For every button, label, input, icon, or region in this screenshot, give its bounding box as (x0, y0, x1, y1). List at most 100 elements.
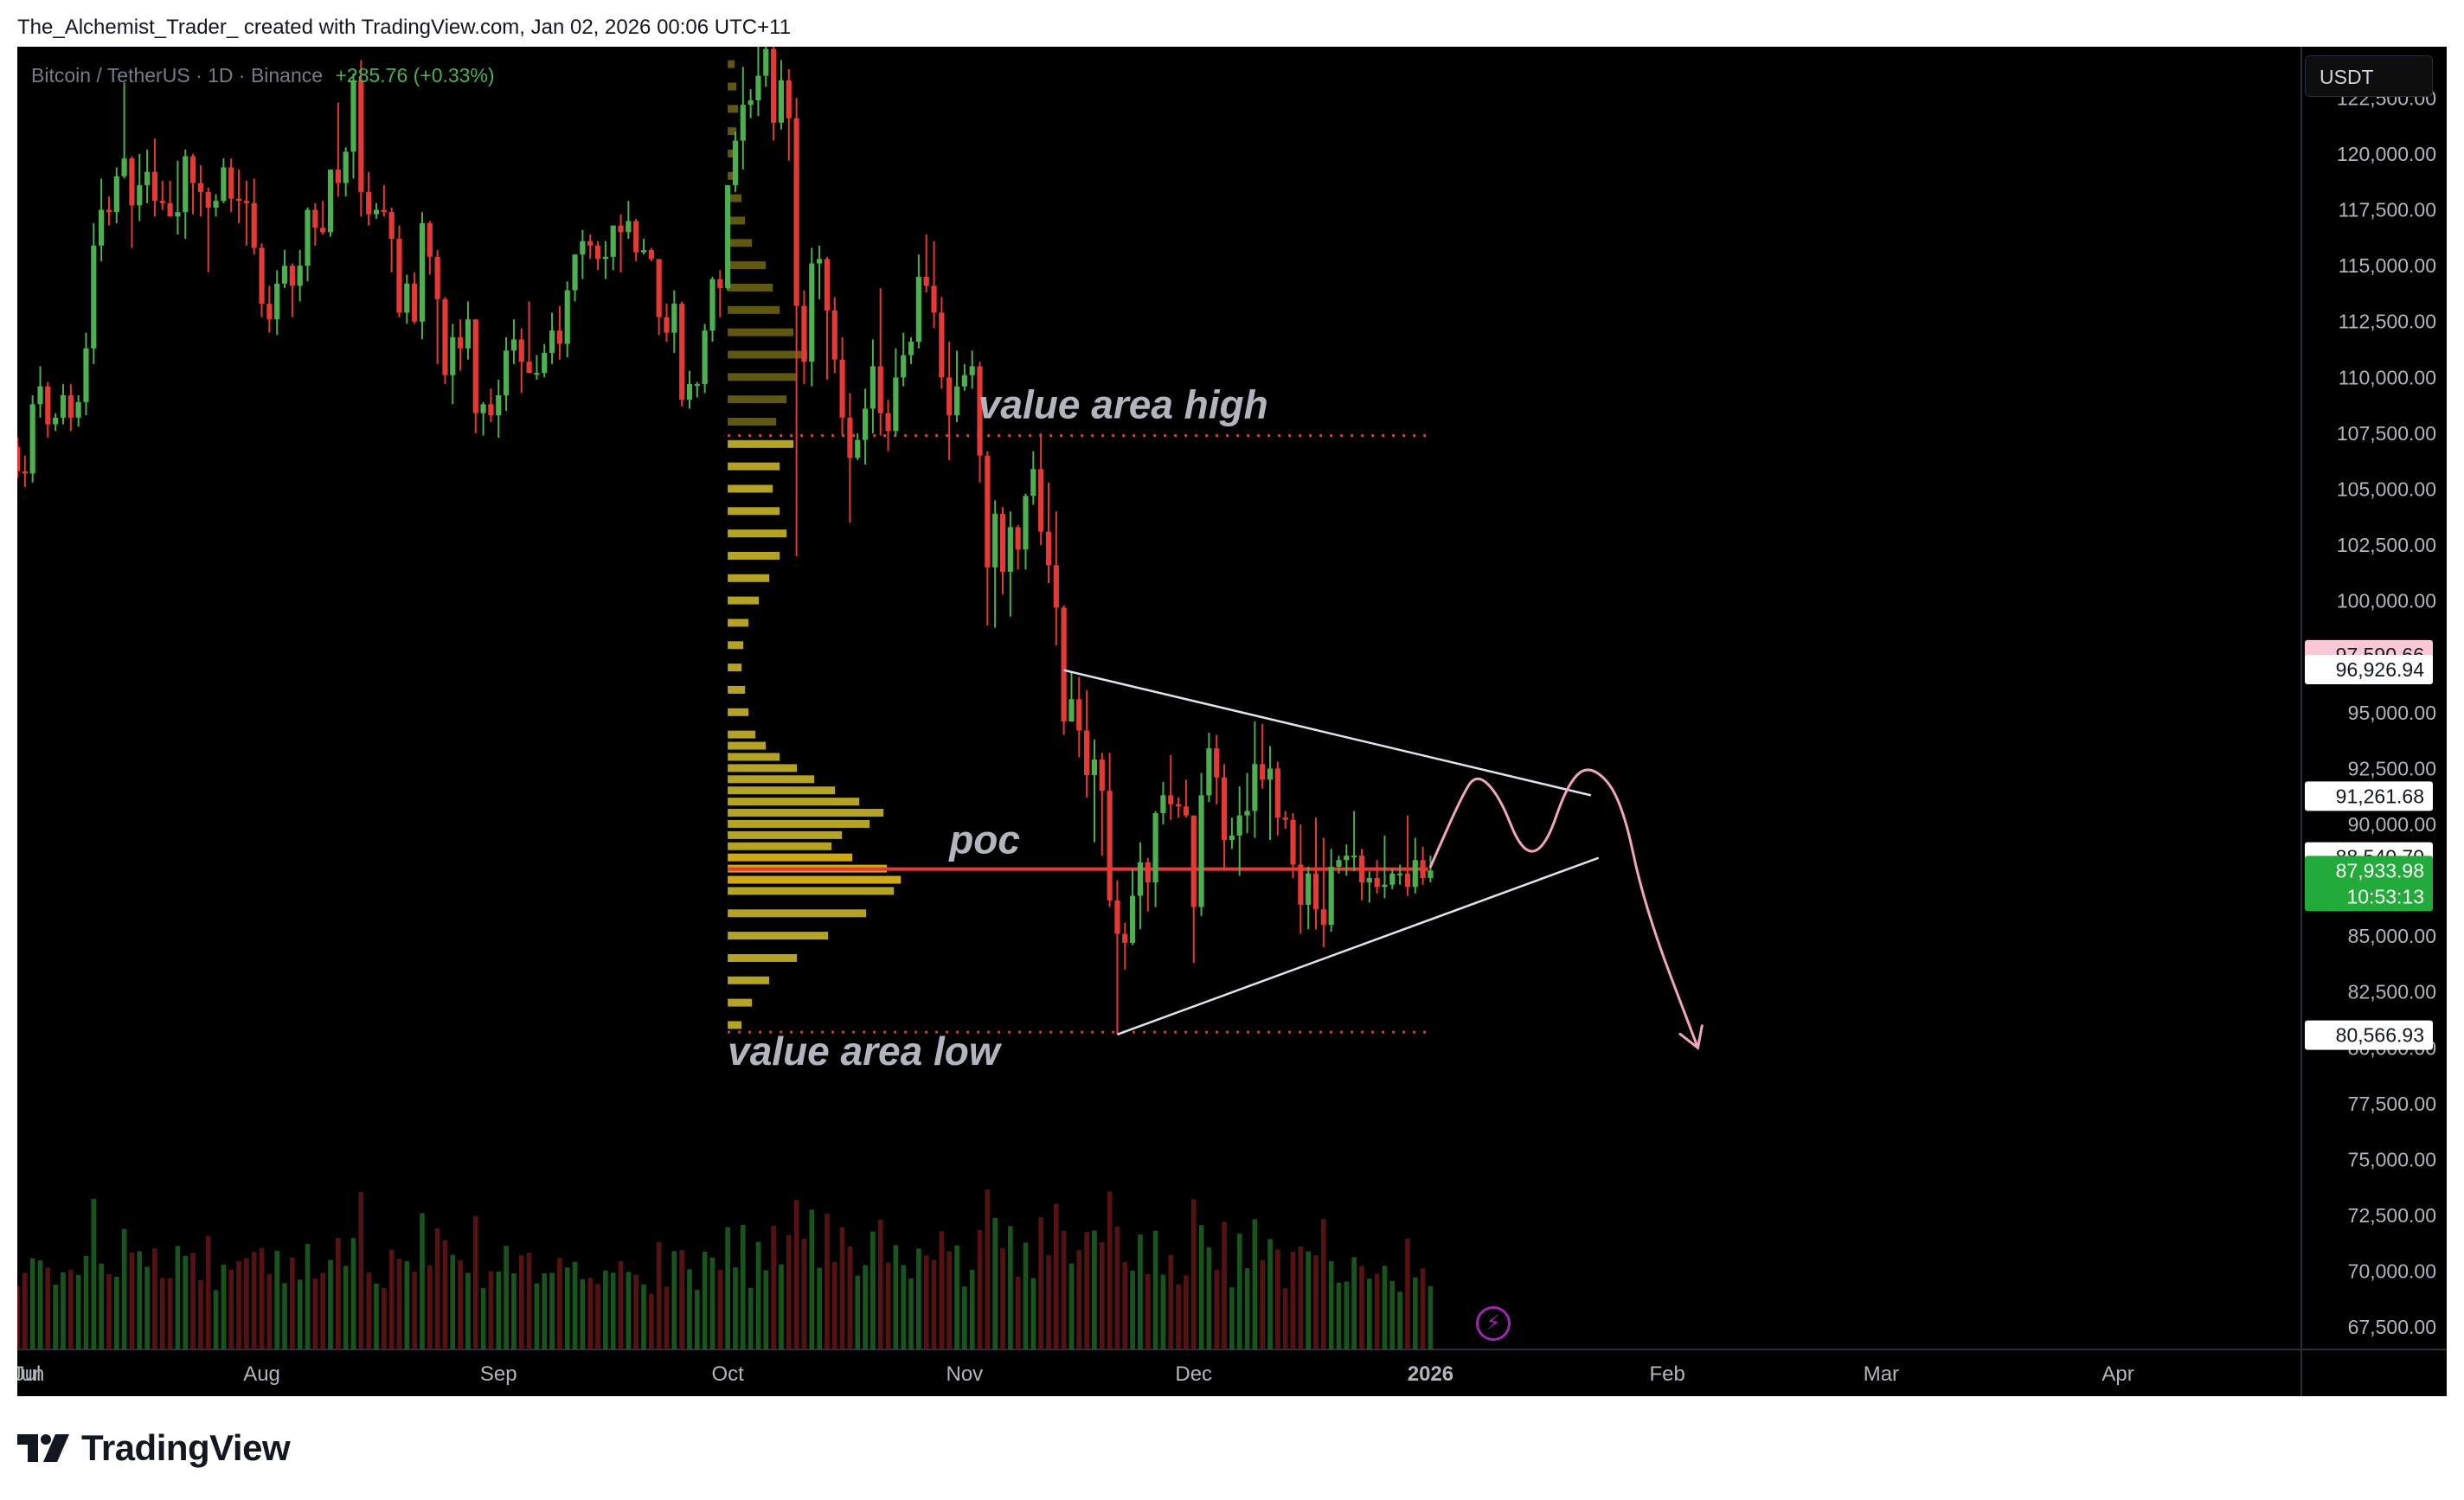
profile-bar (728, 875, 902, 884)
candle (480, 401, 486, 436)
candle (556, 305, 562, 360)
candle (1168, 754, 1174, 820)
candle-body (686, 384, 693, 401)
candle (1007, 511, 1013, 617)
price-tick-label: 120,000.00 (2337, 143, 2436, 165)
candle-body (1190, 815, 1197, 907)
candle (1358, 849, 1365, 901)
candle (1198, 772, 1204, 916)
candle-body (305, 209, 311, 266)
candle (1366, 871, 1372, 903)
profile-bar (728, 395, 787, 404)
candle-body (197, 183, 203, 192)
lightning-icon[interactable]: ⚡ (1476, 1306, 1511, 1341)
candle-body (618, 225, 624, 233)
profile-bar (728, 976, 770, 984)
candle (702, 324, 708, 394)
volume-bar (1046, 1254, 1051, 1349)
candle-body (442, 298, 448, 375)
volume-bar (488, 1271, 494, 1349)
volume-bar (137, 1251, 143, 1349)
candle-body (366, 191, 372, 215)
candle-body (235, 198, 242, 202)
volume-bar (1176, 1284, 1181, 1349)
profile-bar (728, 350, 808, 359)
candle (977, 362, 983, 483)
candle-body (755, 75, 761, 100)
price-tick-label: 90,000.00 (2348, 813, 2436, 836)
candle-body (1183, 806, 1189, 816)
candle-body (1168, 795, 1174, 804)
volume-bar (152, 1248, 157, 1349)
candle-body (458, 337, 464, 349)
candle-body (1160, 795, 1166, 814)
candle-body (626, 221, 632, 233)
volume-bar (992, 1217, 998, 1349)
candle (877, 287, 883, 436)
candle (1274, 761, 1280, 836)
candle-body (992, 513, 998, 567)
price-tag-label: 91,261.68 (2336, 785, 2424, 807)
candle (388, 207, 395, 272)
volume-bar (1412, 1277, 1418, 1349)
volume-bar (595, 1284, 600, 1349)
volume-bar (1267, 1239, 1273, 1349)
profile-bar (728, 507, 780, 516)
tradingview-logo[interactable]: TradingView (17, 1427, 291, 1469)
volume-bar (939, 1231, 945, 1349)
candle (1107, 753, 1113, 907)
volume-bar (572, 1261, 578, 1349)
candle (817, 245, 823, 299)
candle-body (99, 209, 105, 246)
volume-bar (266, 1273, 273, 1349)
volume-bar (664, 1286, 670, 1349)
candle (1053, 511, 1059, 646)
chart-panel[interactable]: value area high poc value area low 122,500.… (17, 47, 2447, 1396)
volume-bar (885, 1262, 891, 1349)
candle (969, 350, 975, 389)
time-tick-label: Nov (946, 1362, 984, 1386)
candle (1420, 846, 1426, 885)
candle-body (1282, 817, 1288, 820)
candle-body (564, 290, 570, 344)
volume-bar (343, 1266, 349, 1349)
symbol-legend: Bitcoin / TetherUS · 1D · Binance +285.7… (31, 64, 495, 87)
volume-bar (205, 1235, 211, 1349)
candle (709, 277, 715, 342)
candle-body (923, 277, 929, 286)
candle-body (45, 386, 51, 425)
candle-body (1306, 873, 1312, 905)
candle-body (679, 304, 685, 401)
candle-body (159, 201, 165, 203)
candle (610, 225, 616, 271)
candle-body (709, 279, 715, 331)
profile-bar (728, 887, 895, 895)
volume-bar (1084, 1232, 1089, 1349)
volume-bar (282, 1283, 287, 1349)
volume-bar (374, 1283, 379, 1349)
volume-bar (67, 1270, 74, 1349)
candle-body (1397, 873, 1403, 875)
volume-bar (557, 1258, 562, 1349)
candle-body (450, 337, 456, 375)
candle (1061, 605, 1067, 735)
candle-body (885, 413, 891, 432)
time-tick-label: Aug (243, 1362, 280, 1386)
volume-bar (1190, 1199, 1197, 1349)
candle (594, 240, 601, 271)
candle (60, 384, 67, 425)
candle-body (1068, 699, 1075, 722)
candle (671, 290, 677, 353)
currency-button[interactable]: USDT (2305, 55, 2433, 97)
candle-body (75, 401, 81, 418)
candle (305, 207, 311, 282)
candle (289, 263, 295, 317)
candle-body (251, 202, 257, 248)
candle (961, 363, 967, 391)
candle-body (1084, 730, 1090, 776)
candle (488, 388, 494, 422)
candle-body (694, 384, 700, 387)
candle-body (1382, 884, 1388, 888)
volume-bar (1122, 1261, 1128, 1349)
